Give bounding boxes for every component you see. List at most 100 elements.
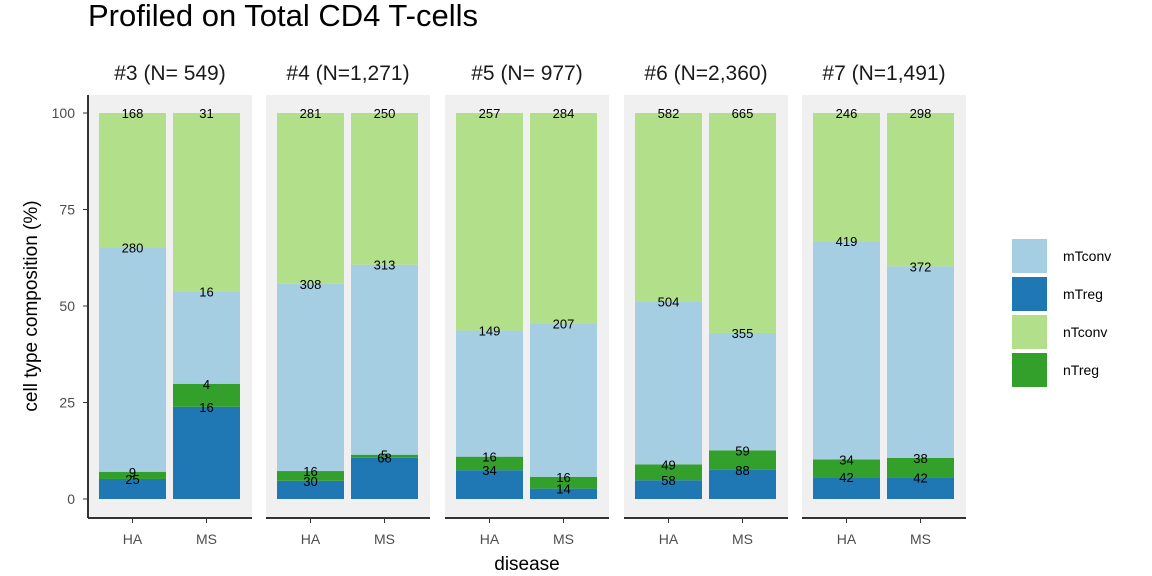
bar-segment-nTreg (530, 476, 597, 489)
x-axis-title: disease (494, 554, 560, 575)
bar-count-label: 38 (913, 451, 927, 466)
legend-swatch-nTreg (1012, 353, 1047, 387)
bar-count-label: 281 (300, 106, 322, 121)
facet-panel: #3 (N= 549) 259 280 168 HA 16 4 16 31 MS (88, 62, 252, 547)
bar-count-label: 42 (839, 470, 853, 485)
bar-segment-mTconv (813, 241, 880, 460)
bar-count-label: 49 (661, 457, 675, 472)
x-tick-label: MS (196, 531, 217, 547)
bar-segment-mTreg (887, 477, 954, 499)
y-tick-label: 25 (59, 395, 75, 411)
bar-count-label: 149 (479, 324, 501, 339)
bar-count-label: 16 (199, 285, 213, 300)
bar-segment-nTconv (277, 113, 344, 284)
bar-segment-nTreg (456, 456, 523, 471)
bar-count-label: 284 (553, 106, 575, 121)
x-tick-label: MS (910, 531, 931, 547)
y-tick-label: 0 (67, 491, 75, 507)
legend-label: mTconv (1063, 248, 1111, 264)
bar-segment-mTconv (351, 264, 418, 455)
bar-segment-mTreg (456, 470, 523, 499)
facet-strip-label: #3 (N= 549) (114, 62, 225, 85)
bar-count-label: 59 (735, 443, 749, 458)
y-axis: 0 25 50 75 100 (52, 95, 89, 518)
legend-swatch-mTreg (1012, 277, 1047, 311)
bar-segment-nTreg (813, 459, 880, 478)
bar-segment-nTconv (173, 113, 240, 292)
bar-segment-nTconv (709, 113, 776, 333)
legend-label: mTreg (1063, 286, 1103, 302)
chart-title: Profiled on Total CD4 T-cells (88, 0, 478, 33)
bar-segment-mTreg (99, 478, 166, 499)
bar-count-label: 58 (661, 473, 675, 488)
bar-segment-mTconv (530, 323, 597, 477)
y-axis-title: cell type composition (%) (21, 200, 42, 411)
bar-count-label: 16 (199, 400, 213, 415)
bar-count-label: 34 (482, 463, 496, 478)
bar-segment-nTconv (99, 113, 166, 248)
bar-count-label: 504 (658, 294, 680, 309)
bar-count-label: 298 (910, 106, 932, 121)
bar-count-label: 9 (129, 465, 136, 480)
x-tick-label: HA (301, 531, 321, 547)
y-tick-label: 100 (52, 105, 76, 121)
bar-segment-nTreg (887, 457, 954, 478)
bar-segment-mTconv (887, 266, 954, 458)
bar-segment-nTconv (813, 113, 880, 242)
bar-count-label: 14 (556, 482, 570, 497)
bar-count-label: 16 (303, 464, 317, 479)
bar-segment-mTconv (173, 291, 240, 384)
facet-strip-label: #6 (N=2,360) (644, 62, 767, 85)
bar-segment-nTconv (635, 113, 702, 302)
bar-count-label: 34 (839, 452, 853, 467)
bar-segment-mTreg (635, 480, 702, 499)
bar-count-label: 42 (913, 470, 927, 485)
bar-count-label: 280 (122, 241, 144, 256)
bar-count-label: 246 (836, 106, 858, 121)
bar-segment-mTconv (635, 301, 702, 465)
bar-segment-nTconv (456, 113, 523, 331)
bar-count-label: 313 (374, 258, 396, 273)
bar-segment-mTreg (351, 457, 418, 499)
bar-segment-mTconv (456, 330, 523, 457)
bar-segment-nTreg (351, 454, 418, 458)
bar-segment-mTconv (709, 332, 776, 451)
bar-count-label: 31 (199, 106, 213, 121)
bar-segment-nTconv (530, 113, 597, 324)
bar-count-label: 250 (374, 106, 396, 121)
bar-count-label: 25 (125, 472, 139, 487)
bar-count-label: 4 (203, 377, 210, 392)
facet-strip-label: #7 (N=1,491) (822, 62, 945, 85)
x-tick-label: MS (553, 531, 574, 547)
legend: mTconv mTreg nTconv nTreg (1012, 239, 1111, 387)
bar-count-label: 207 (553, 316, 575, 331)
facet-panel: #7 (N=1,491) 42 34 419 246 HA 42 38 372 298 MS (802, 62, 966, 547)
bar-count-label: 372 (910, 259, 932, 274)
bar-segment-nTconv (351, 113, 418, 265)
y-tick-label: 75 (59, 202, 75, 218)
bar-count-label: 665 (732, 106, 754, 121)
bar-count-label: 257 (479, 106, 501, 121)
bar-count-label: 88 (735, 463, 749, 478)
legend-label: nTconv (1063, 324, 1107, 340)
bar-segment-nTreg (635, 464, 702, 481)
x-tick-label: MS (374, 531, 395, 547)
bar-count-label: 168 (122, 106, 144, 121)
x-tick-label: HA (837, 531, 857, 547)
bar-segment-mTreg (813, 477, 880, 499)
bar-count-label: 5 (381, 448, 388, 463)
bar-segment-mTreg (530, 488, 597, 499)
bar-count-label: 419 (836, 234, 858, 249)
bar-count-label: 16 (556, 470, 570, 485)
x-tick-label: HA (123, 531, 143, 547)
bar-segment-nTreg (99, 471, 166, 479)
bar-segment-mTreg (709, 469, 776, 499)
y-tick-label: 50 (59, 298, 75, 314)
bar-count-label: 308 (300, 277, 322, 292)
x-tick-label: HA (480, 531, 500, 547)
bar-segment-mTreg (277, 480, 344, 499)
